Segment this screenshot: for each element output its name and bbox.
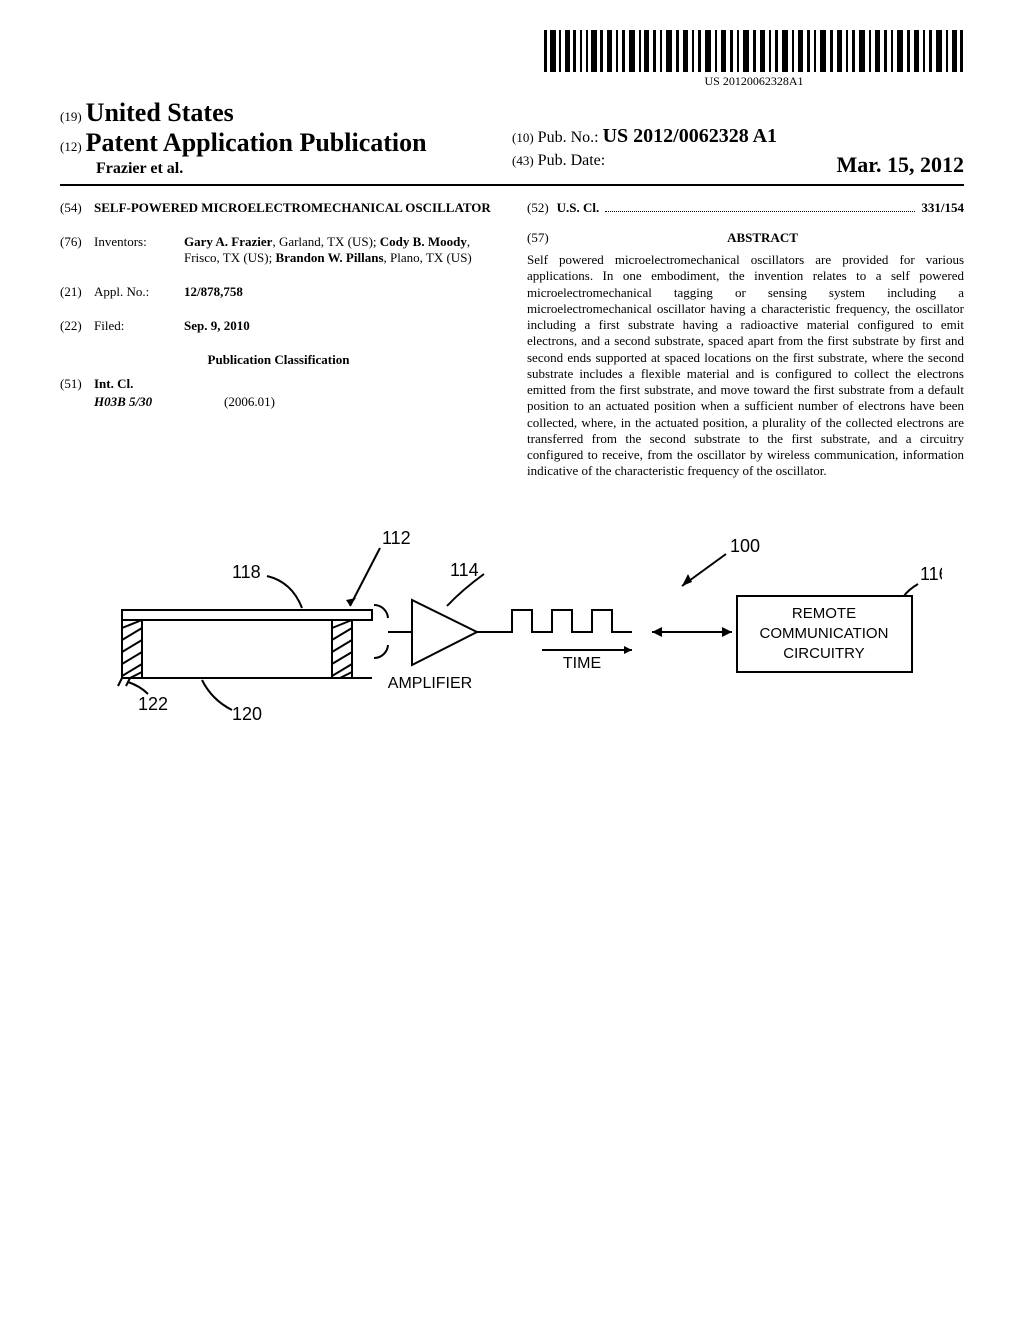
label-amplifier: AMPLIFIER: [388, 675, 472, 692]
figure-area: 112 118 122 120 AMPLIFIER 114: [60, 510, 964, 735]
label-112: 112: [382, 528, 411, 548]
classif-heading: Publication Classification: [60, 352, 497, 368]
country-line: (19) United States: [60, 98, 512, 128]
label-time: TIME: [563, 655, 601, 672]
barcode-svg: [544, 30, 964, 72]
pub-date-prefix: (43): [512, 153, 534, 168]
inventors-code: (76): [60, 234, 94, 266]
label-116: 116: [920, 564, 942, 584]
label-118: 118: [232, 562, 261, 582]
label-120: 120: [232, 704, 262, 724]
title-field: (54) SELF-POWERED MICROELECTROMECHANICAL…: [60, 200, 497, 216]
inventors-field: (76) Inventors: Gary A. Frazier, Garland…: [60, 234, 497, 266]
barcode: US 20120062328A1: [544, 30, 964, 89]
abstract-header: (57) ABSTRACT: [527, 224, 964, 252]
biblio-columns: (54) SELF-POWERED MICROELECTROMECHANICAL…: [60, 200, 964, 480]
inventors-value: Gary A. Frazier, Garland, TX (US); Cody …: [184, 234, 497, 266]
pub-no-label: Pub. No.:: [538, 129, 599, 146]
uscl-dots: [605, 211, 915, 212]
authors-line: Frazier et al.: [60, 160, 512, 178]
intcl-code: (51): [60, 376, 94, 392]
country: United States: [86, 98, 234, 127]
patent-page: US 20120062328A1 (19) United States (12)…: [0, 0, 1024, 765]
filed-label: Filed:: [94, 318, 184, 334]
pub-type-line: (12) Patent Application Publication: [60, 128, 512, 158]
header-left: (19) United States (12) Patent Applicati…: [60, 98, 512, 178]
uscl-code: (52): [527, 200, 549, 216]
label-122: 122: [138, 694, 168, 714]
abstract-code: (57): [527, 230, 561, 246]
pub-date-label: Pub. Date:: [538, 152, 606, 169]
intcl-field: (51) Int. Cl.: [60, 376, 497, 392]
pub-no-value: US 2012/0062328 A1: [603, 125, 777, 147]
filed-field: (22) Filed: Sep. 9, 2010: [60, 318, 497, 334]
abstract-heading: ABSTRACT: [561, 230, 964, 246]
appl-field: (21) Appl. No.: 12/878,758: [60, 284, 497, 300]
pub-no-prefix: (10): [512, 130, 534, 145]
intcl-class: H03B 5/30: [94, 394, 194, 410]
pub-no-line: (10) Pub. No.: US 2012/0062328 A1: [512, 125, 964, 148]
right-column: (52) U.S. Cl. 331/154 (57) ABSTRACT Self…: [527, 200, 964, 480]
label-remote1: REMOTE: [792, 605, 856, 622]
uscl-value: 331/154: [921, 200, 964, 216]
title-code: (54): [60, 200, 94, 216]
uscl-label: U.S. Cl.: [557, 200, 600, 216]
inventors-label: Inventors:: [94, 234, 184, 266]
intcl-year: (2006.01): [224, 394, 275, 410]
label-remote2: COMMUNICATION: [760, 625, 889, 642]
filed-value: Sep. 9, 2010: [184, 318, 497, 334]
label-remote3: CIRCUITRY: [783, 645, 864, 662]
appl-code: (21): [60, 284, 94, 300]
header-right: (10) Pub. No.: US 2012/0062328 A1 (43) P…: [512, 125, 964, 178]
pub-type: Patent Application Publication: [86, 128, 427, 157]
title-value: SELF-POWERED MICROELECTROMECHANICAL OSCI…: [94, 200, 497, 216]
country-prefix: (19): [60, 109, 82, 124]
barcode-area: US 20120062328A1: [60, 30, 964, 90]
filed-code: (22): [60, 318, 94, 334]
figure-svg: 112 118 122 120 AMPLIFIER 114: [82, 510, 942, 730]
appl-label: Appl. No.:: [94, 284, 184, 300]
intcl-label: Int. Cl.: [94, 376, 497, 392]
abstract-text: Self powered microelectromechanical osci…: [527, 252, 964, 480]
label-114: 114: [450, 560, 479, 580]
label-100: 100: [730, 536, 760, 556]
uscl-line: (52) U.S. Cl. 331/154: [527, 200, 964, 216]
pub-date-value: Mar. 15, 2012: [836, 152, 964, 178]
appl-value: 12/878,758: [184, 284, 497, 300]
intcl-class-line: H03B 5/30 (2006.01): [60, 394, 497, 410]
barcode-label: US 20120062328A1: [544, 74, 964, 89]
header-row: (19) United States (12) Patent Applicati…: [60, 98, 964, 186]
pub-type-prefix: (12): [60, 139, 82, 154]
left-column: (54) SELF-POWERED MICROELECTROMECHANICAL…: [60, 200, 497, 480]
pub-date-line: (43) Pub. Date: Mar. 15, 2012: [512, 152, 964, 178]
